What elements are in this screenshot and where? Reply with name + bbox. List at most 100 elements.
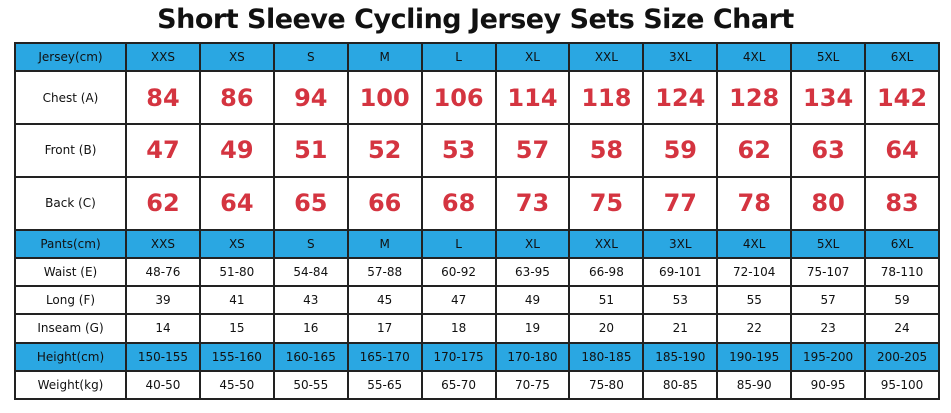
table-cell: L bbox=[420, 41, 497, 73]
table-cell: 55 bbox=[716, 285, 793, 316]
table-cell: 85-90 bbox=[716, 369, 793, 401]
table-cell: 22 bbox=[716, 313, 793, 344]
table-cell: 83 bbox=[864, 175, 940, 231]
table-cell: 39 bbox=[125, 285, 201, 316]
row-label: Weight(kg) bbox=[14, 369, 127, 401]
table-cell: 69-101 bbox=[642, 256, 719, 288]
table-cell: 55-65 bbox=[346, 369, 423, 401]
table-cell: 77 bbox=[642, 175, 719, 231]
table-cell: 160-165 bbox=[272, 341, 349, 372]
table-cell: 150-155 bbox=[125, 341, 201, 372]
table-cell: S bbox=[272, 228, 349, 259]
table-cell: 64 bbox=[198, 175, 275, 231]
table-cell: 21 bbox=[642, 313, 719, 344]
table-cell: 51 bbox=[272, 123, 349, 178]
table-cell: 40-50 bbox=[125, 369, 201, 401]
table-cell: 106 bbox=[420, 70, 497, 126]
table-cell: 134 bbox=[790, 70, 867, 126]
table-cell: 3XL bbox=[642, 41, 719, 73]
table-cell: 72-104 bbox=[716, 256, 793, 288]
row-label: Front (B) bbox=[14, 123, 127, 178]
table-cell: S bbox=[272, 41, 349, 73]
table-cell: 49 bbox=[198, 123, 275, 178]
table-cell: L bbox=[420, 228, 497, 259]
table-cell: 59 bbox=[642, 123, 719, 178]
table-cell: 50-55 bbox=[272, 369, 349, 401]
table-row: Waist (E) 48-76 51-80 54-84 57-88 60-92 63-95 6… bbox=[14, 256, 940, 288]
row-label: Jersey(cm) bbox=[14, 41, 127, 73]
table-cell: 14 bbox=[125, 313, 201, 344]
table-cell: 75 bbox=[568, 175, 645, 231]
table-cell: 5XL bbox=[790, 41, 867, 73]
table-row: Pants(cm) XXS XS S M L XL XXL 3XL 4XL 5XL 6XL bbox=[14, 228, 940, 259]
table-cell: 60-92 bbox=[420, 256, 497, 288]
table-cell: 51 bbox=[568, 285, 645, 316]
table-cell: 94 bbox=[272, 70, 349, 126]
table-row: Chest (A) 84 86 94 100 106 114 118 124 128 134 142 bbox=[14, 70, 940, 126]
table-cell: 142 bbox=[864, 70, 940, 126]
table-cell: 75-80 bbox=[568, 369, 645, 401]
table-cell: 66-98 bbox=[568, 256, 645, 288]
table-cell: 118 bbox=[568, 70, 645, 126]
table-cell: M bbox=[346, 41, 423, 73]
table-cell: 41 bbox=[198, 285, 275, 316]
table-cell: 75-107 bbox=[790, 256, 867, 288]
table-cell: XXL bbox=[568, 228, 645, 259]
table-cell: 16 bbox=[272, 313, 349, 344]
table-cell: XL bbox=[494, 41, 571, 73]
size-table: Jersey(cm) XXS XS S M L XL XXL 3XL 4XL 5XL 6XL Chest… bbox=[14, 41, 940, 401]
table-cell: 80-85 bbox=[642, 369, 719, 401]
table-cell: 62 bbox=[716, 123, 793, 178]
table-cell: 15 bbox=[198, 313, 275, 344]
table-cell: 63 bbox=[790, 123, 867, 178]
table-cell: XS bbox=[198, 228, 275, 259]
table-row: Weight(kg) 40-50 45-50 50-55 55-65 65-70 70-75… bbox=[14, 369, 940, 401]
table-cell: 128 bbox=[716, 70, 793, 126]
table-cell: 200-205 bbox=[864, 341, 940, 372]
table-cell: 73 bbox=[494, 175, 571, 231]
row-label: Pants(cm) bbox=[14, 228, 127, 259]
chart-title: Short Sleeve Cycling Jersey Sets Size Ch… bbox=[157, 4, 794, 35]
table-cell: 65-70 bbox=[420, 369, 497, 401]
table-row: Back (C) 62 64 65 66 68 73 75 77 78 80 83 bbox=[14, 175, 940, 231]
table-cell: 51-80 bbox=[198, 256, 275, 288]
table-cell: 114 bbox=[494, 70, 571, 126]
table-cell: 57 bbox=[494, 123, 571, 178]
table-cell: 155-160 bbox=[198, 341, 275, 372]
table-row: Inseam (G) 14 15 16 17 18 19 20 21 22 23 24 bbox=[14, 313, 940, 344]
table-cell: 78 bbox=[716, 175, 793, 231]
table-cell: 3XL bbox=[642, 228, 719, 259]
table-cell: 59 bbox=[864, 285, 940, 316]
table-cell: 170-180 bbox=[494, 341, 571, 372]
table-cell: 86 bbox=[198, 70, 275, 126]
table-cell: 190-195 bbox=[716, 341, 793, 372]
table-cell: 124 bbox=[642, 70, 719, 126]
table-cell: 45 bbox=[346, 285, 423, 316]
table-cell: 52 bbox=[346, 123, 423, 178]
table-cell: XL bbox=[494, 228, 571, 259]
row-label: Long (F) bbox=[14, 285, 127, 316]
table-cell: 63-95 bbox=[494, 256, 571, 288]
table-cell: 80 bbox=[790, 175, 867, 231]
table-cell: 100 bbox=[346, 70, 423, 126]
table-cell: 5XL bbox=[790, 228, 867, 259]
table-cell: 43 bbox=[272, 285, 349, 316]
table-cell: 54-84 bbox=[272, 256, 349, 288]
table-cell: 49 bbox=[494, 285, 571, 316]
table-cell: 180-185 bbox=[568, 341, 645, 372]
table-cell: 185-190 bbox=[642, 341, 719, 372]
table-cell: 70-75 bbox=[494, 369, 571, 401]
table-cell: 20 bbox=[568, 313, 645, 344]
table-cell: 62 bbox=[125, 175, 201, 231]
table-cell: 4XL bbox=[716, 41, 793, 73]
table-cell: 68 bbox=[420, 175, 497, 231]
table-cell: 90-95 bbox=[790, 369, 867, 401]
table-cell: 65 bbox=[272, 175, 349, 231]
table-cell: XXS bbox=[125, 41, 201, 73]
table-cell: 165-170 bbox=[346, 341, 423, 372]
table-cell: 78-110 bbox=[864, 256, 940, 288]
table-cell: 24 bbox=[864, 313, 940, 344]
table-cell: 4XL bbox=[716, 228, 793, 259]
table-cell: XXS bbox=[125, 228, 201, 259]
